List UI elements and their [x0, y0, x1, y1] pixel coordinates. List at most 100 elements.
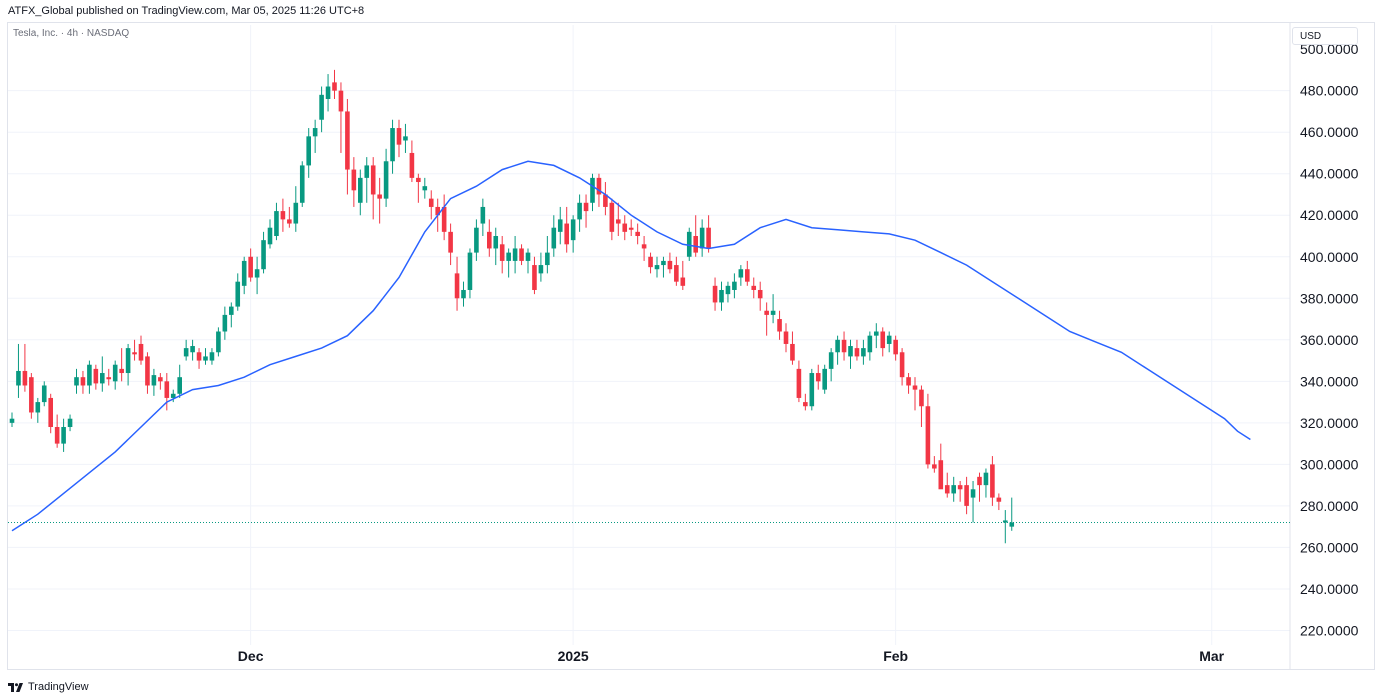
candle [828, 348, 834, 382]
candle-body [151, 375, 157, 386]
symbol-legend[interactable]: Tesla, Inc. · 4h · NASDAQ [13, 28, 130, 39]
candle [706, 215, 711, 253]
footer-brand[interactable]: TradingView [8, 681, 89, 693]
candle [841, 331, 847, 361]
candle [564, 206, 569, 253]
candle-body [803, 402, 808, 407]
candle-body [9, 418, 15, 423]
candle-body [912, 385, 918, 390]
candle-body [428, 198, 434, 207]
candle-body [461, 289, 466, 299]
currency-selector[interactable]: USD [1292, 27, 1358, 45]
candle [248, 248, 253, 282]
candle [145, 352, 150, 394]
candle [944, 472, 950, 498]
candle [899, 348, 905, 386]
candle-body [648, 256, 653, 268]
candle [480, 198, 486, 237]
candle [641, 236, 647, 261]
candle-body [441, 206, 447, 232]
candle [293, 186, 299, 232]
candle-body [790, 343, 795, 361]
candle-body [203, 356, 208, 361]
candle-body [396, 128, 402, 145]
candle-body [164, 381, 170, 398]
candle-body [93, 368, 99, 384]
candle [622, 215, 628, 241]
candle-body [699, 227, 705, 249]
candle-body [306, 136, 311, 166]
candle-body [751, 285, 757, 290]
candle [306, 128, 311, 178]
candle-body [712, 285, 718, 303]
candle [809, 368, 815, 411]
candle-body [667, 260, 673, 270]
candle-body [299, 165, 305, 203]
candle-body [944, 485, 950, 494]
candle [583, 194, 589, 228]
candle-body [41, 385, 47, 403]
candle [454, 256, 460, 311]
candle-body [325, 86, 331, 99]
candle-body [158, 377, 163, 382]
candle-body [590, 177, 595, 203]
candle-body [603, 194, 608, 207]
candle [848, 339, 853, 369]
ma-line [11, 160, 1251, 532]
candle [577, 194, 582, 232]
candle-body [416, 177, 421, 183]
candle [693, 215, 698, 257]
candle [351, 157, 357, 207]
candle [674, 256, 679, 286]
candle [506, 248, 511, 278]
candle [54, 414, 60, 448]
candle [358, 169, 363, 216]
candle [325, 74, 331, 112]
candle [196, 348, 202, 369]
candles [9, 69, 1015, 544]
candle [667, 252, 673, 274]
candle-body [815, 373, 821, 382]
candle [803, 393, 808, 411]
candle-body [783, 331, 789, 344]
candle [158, 373, 163, 390]
candle [925, 393, 931, 469]
candle-body [628, 227, 634, 230]
candle [229, 302, 234, 328]
candle-body [216, 331, 221, 353]
candle-body [319, 94, 324, 120]
candle [570, 215, 576, 253]
candle-body [170, 393, 176, 398]
candle-body [545, 252, 550, 266]
candle-body [448, 231, 453, 253]
candle-body [454, 273, 460, 299]
candle-body [435, 206, 440, 216]
candle [390, 119, 395, 174]
candle-body [525, 252, 531, 261]
candle [461, 281, 466, 307]
candle-body [738, 269, 744, 278]
candle [29, 373, 34, 419]
candle-body [61, 427, 66, 444]
candle [861, 339, 866, 365]
candle-body [551, 227, 557, 249]
candle-body [248, 256, 253, 278]
candle-body [312, 128, 318, 137]
candle [525, 248, 531, 274]
y-tick-label: 400.0000 [1300, 249, 1359, 265]
candle [164, 373, 170, 411]
candle [235, 273, 241, 311]
x-axis[interactable]: Dec 2025 Feb Mar [238, 648, 1225, 664]
candle [274, 202, 279, 241]
candle-body [725, 285, 731, 295]
candle [957, 480, 963, 502]
y-tick-label: 260.0000 [1300, 539, 1359, 555]
footer-brand-label: TradingView [28, 681, 89, 693]
candle-body [474, 227, 479, 253]
candle-body [732, 281, 737, 290]
candle-body [693, 236, 698, 253]
candle [751, 277, 757, 299]
candle [35, 397, 41, 423]
candle-body [661, 260, 666, 266]
